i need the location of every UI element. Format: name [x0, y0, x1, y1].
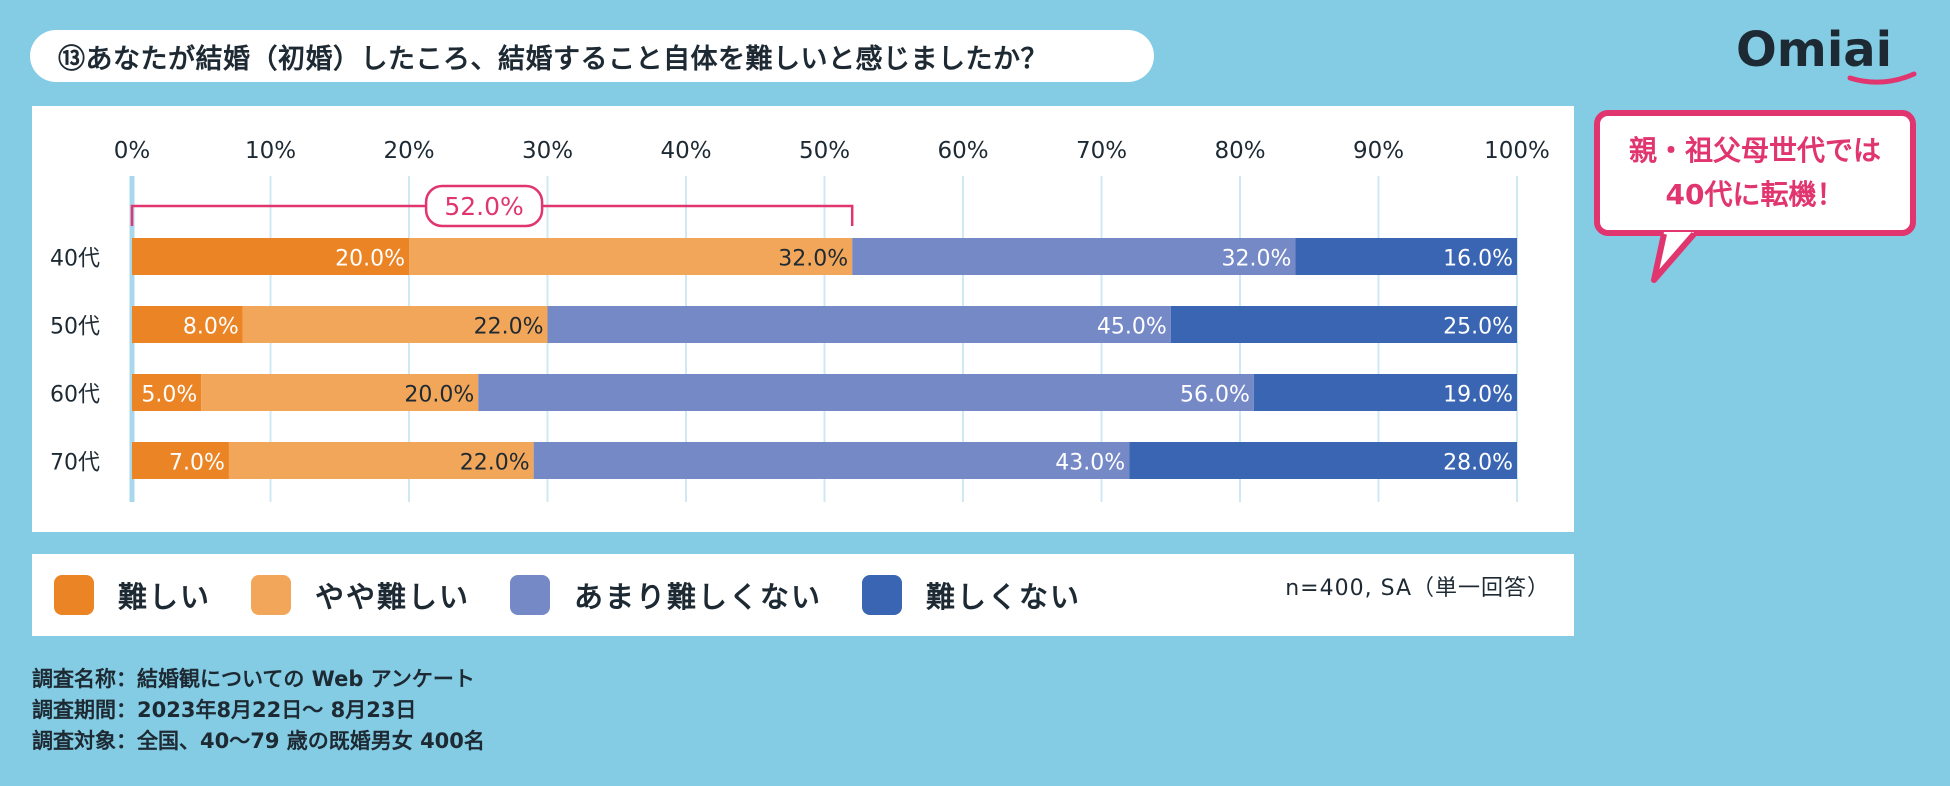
- data-label: 25.0%: [1443, 315, 1513, 340]
- chart-title: ⑬あなたが結婚（初婚）したころ、結婚すること自体を難しいと感じましたか？: [30, 30, 1154, 82]
- omiai-logo: Omiai: [1736, 22, 1917, 85]
- x-tick-label: 10%: [245, 138, 296, 164]
- data-label: 20.0%: [335, 247, 405, 272]
- x-tick-label: 90%: [1353, 138, 1404, 164]
- bar-segment: [132, 442, 229, 479]
- legend-swatch: [54, 575, 94, 615]
- data-label: 8.0%: [183, 315, 239, 340]
- bar-segment: [533, 442, 1130, 479]
- survey-name: 調査名称：結婚観についての Web アンケート: [32, 667, 475, 691]
- bar-segment: [409, 238, 853, 275]
- legend-swatch: [510, 575, 551, 615]
- data-label: 22.0%: [460, 451, 530, 476]
- legend-label: あまり難しくない: [574, 580, 823, 614]
- x-tick-label: 80%: [1214, 138, 1265, 164]
- data-label: 22.0%: [474, 315, 544, 340]
- category-label: 50代: [50, 315, 100, 340]
- legend-item-somewhat-difficult: やや難しい: [251, 574, 470, 616]
- x-tick-label: 60%: [937, 138, 988, 164]
- data-label: 19.0%: [1443, 383, 1513, 408]
- data-label: 16.0%: [1443, 247, 1513, 272]
- data-label: 45.0%: [1097, 315, 1167, 340]
- legend-label: 難しい: [118, 580, 212, 614]
- callout-line2: 40代に転機！: [1665, 178, 1845, 211]
- x-tick-label: 0%: [114, 138, 151, 164]
- survey-info: 調査名称：結婚観についての Web アンケート 調査期間：2023年8月22日～…: [32, 664, 485, 757]
- category-label: 60代: [50, 383, 100, 408]
- logo-text: Omiai: [1736, 22, 1892, 78]
- annotation-badge: [424, 184, 544, 228]
- bar-segment: [1253, 374, 1517, 411]
- bar-segment: [547, 306, 1171, 343]
- legend-item-not-very-difficult: あまり難しくない: [510, 574, 822, 616]
- x-tick-label: 50%: [799, 138, 850, 164]
- data-label: 32.0%: [1222, 247, 1292, 272]
- legend-swatch: [862, 575, 903, 615]
- data-label: 28.0%: [1443, 451, 1513, 476]
- legend-label: やや難しい: [315, 580, 471, 614]
- x-tick-label: 30%: [522, 138, 573, 164]
- callout-line1: 親・祖父母世代では: [1628, 134, 1881, 167]
- callout-box: 親・祖父母世代では 40代に転機！: [1594, 110, 1916, 236]
- data-label: 5.0%: [141, 383, 197, 408]
- callout-tail-icon: [1651, 232, 1697, 283]
- x-tick-label: 20%: [383, 138, 434, 164]
- data-label: 32.0%: [778, 247, 848, 272]
- bar-segment: [132, 374, 202, 411]
- data-label: 7.0%: [169, 451, 225, 476]
- chart-title-text: ⑬あなたが結婚（初婚）したころ、結婚すること自体を難しいと感じましたか？: [58, 43, 1048, 75]
- data-label: 20.0%: [404, 383, 474, 408]
- legend-item-difficult: 難しい: [54, 574, 211, 616]
- legend-item-not-difficult: 難しくない: [862, 574, 1081, 616]
- bar-segment: [852, 238, 1296, 275]
- x-tick-label: 40%: [660, 138, 711, 164]
- legend-panel: 難しい やや難しい あまり難しくない 難しくない n=400, SA（単一回答）: [32, 554, 1574, 636]
- annotation-label: 52.0%: [444, 192, 523, 221]
- data-label: 56.0%: [1180, 383, 1250, 408]
- bar-segment: [478, 374, 1254, 411]
- bar-segment: [1170, 306, 1517, 343]
- x-tick-label: 100%: [1484, 138, 1550, 164]
- survey-target: 調査対象：全国、40～79 歳の既婚男女 400名: [32, 729, 485, 753]
- bar-segment: [228, 442, 534, 479]
- sample-note: n=400, SA（単一回答）: [1285, 576, 1550, 601]
- x-tick-label: 70%: [1076, 138, 1127, 164]
- data-label: 43.0%: [1055, 451, 1125, 476]
- bar-segment: [1295, 238, 1517, 275]
- category-label: 70代: [50, 451, 100, 476]
- chart-panel: 0% 10% 20% 30% 40% 50% 60% 70% 80% 90% 100% 52.0% …: [32, 106, 1574, 532]
- legend-swatch: [251, 575, 292, 615]
- bar-segment: [242, 306, 548, 343]
- logo-underline-icon: [1847, 71, 1917, 85]
- survey-period: 調査期間：2023年8月22日～ 8月23日: [32, 698, 417, 722]
- legend-label: 難しくない: [926, 580, 1082, 614]
- category-label: 40代: [50, 247, 100, 272]
- stacked-bar-chart: 0% 10% 20% 30% 40% 50% 60% 70% 80% 90% 100% 52.0% …: [50, 138, 1550, 502]
- bar-segment: [201, 374, 479, 411]
- bar-segment: [132, 306, 243, 343]
- bar-segment: [132, 238, 409, 275]
- bar-segment: [1129, 442, 1517, 479]
